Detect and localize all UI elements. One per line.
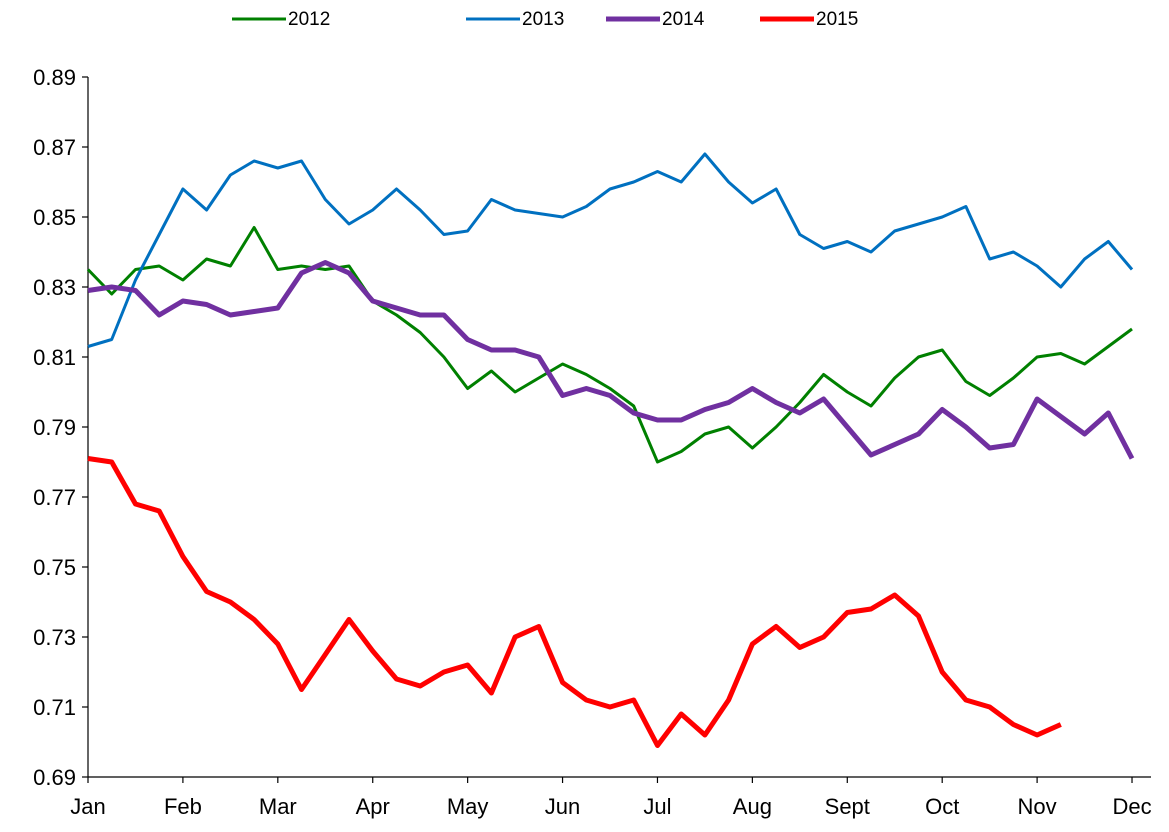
x-tick-label: Aug xyxy=(733,794,772,819)
x-tick-label: Mar xyxy=(259,794,297,819)
y-tick-label: 0.81 xyxy=(33,345,76,370)
x-tick-label: Nov xyxy=(1018,794,1057,819)
y-tick-label: 0.71 xyxy=(33,695,76,720)
x-tick-label: Jun xyxy=(545,794,580,819)
x-tick-label: Sept xyxy=(825,794,870,819)
y-tick-label: 0.89 xyxy=(33,65,76,90)
series-line xyxy=(87,260,1135,460)
x-tick-label: May xyxy=(447,794,489,819)
legend-label: 2015 xyxy=(816,9,858,30)
series-line xyxy=(87,456,1062,748)
y-tick-label: 0.69 xyxy=(33,765,76,790)
y-tick-label: 0.75 xyxy=(33,555,76,580)
series-line xyxy=(86,226,1133,464)
x-tick-label: Dec xyxy=(1112,794,1151,819)
y-tick-label: 0.77 xyxy=(33,485,76,510)
series-line xyxy=(87,152,1134,348)
y-tick-label: 0.79 xyxy=(33,415,76,440)
x-tick-label: Feb xyxy=(164,794,202,819)
legend-label: 2014 xyxy=(662,9,705,30)
x-tick-label: Apr xyxy=(356,794,390,819)
legend-label: 2013 xyxy=(522,9,564,30)
y-tick-label: 0.87 xyxy=(33,135,76,160)
y-tick-label: 0.83 xyxy=(33,275,76,300)
x-tick-label: Jan xyxy=(70,794,105,819)
legend-label: 2012 xyxy=(288,9,330,30)
y-tick-label: 0.73 xyxy=(33,625,76,650)
y-tick-label: 0.85 xyxy=(33,205,76,230)
x-tick-label: Jul xyxy=(643,794,671,819)
x-tick-label: Oct xyxy=(925,794,959,819)
